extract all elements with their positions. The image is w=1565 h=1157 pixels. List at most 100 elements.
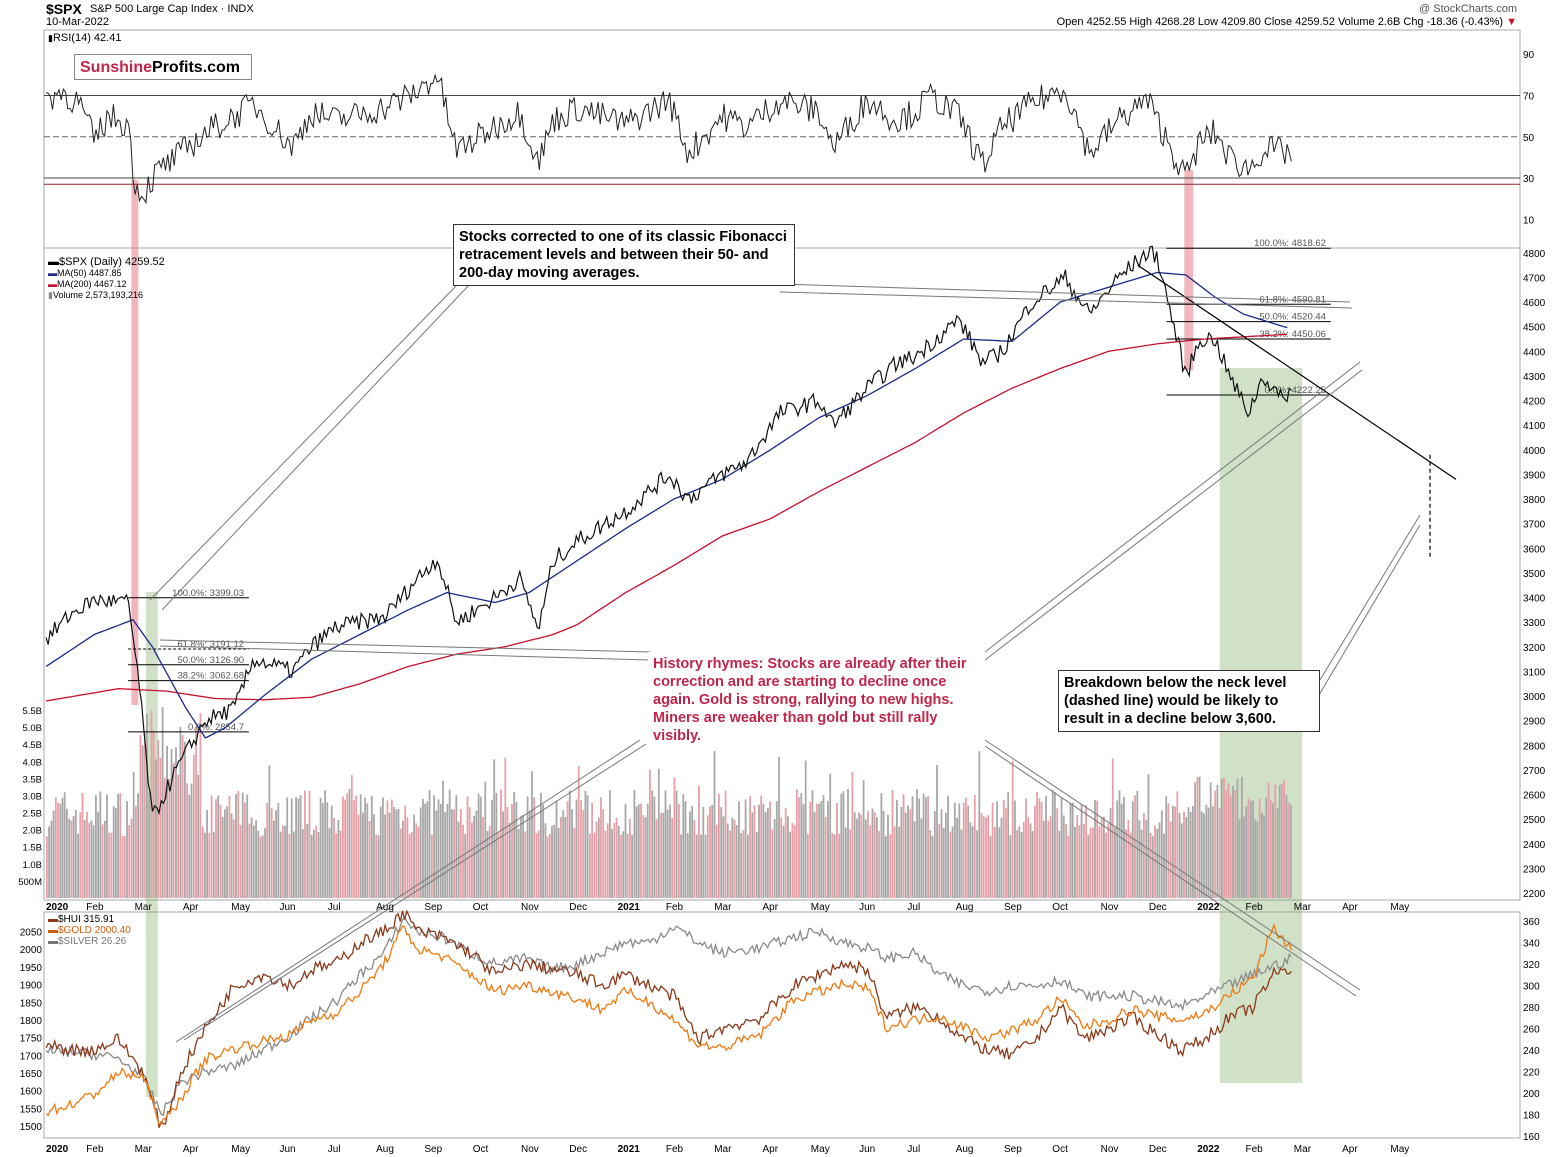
volume-bar [593,832,596,898]
volume-bar [778,756,780,898]
volume-bar [771,829,774,898]
volume-bar [464,834,467,898]
volume-bar [204,832,206,898]
volume-bar [760,795,763,898]
volume-bar [357,814,360,898]
volume-bar [747,834,749,898]
volume-bar [1236,779,1239,898]
volume-bar [1140,829,1143,898]
volume-bar [671,818,674,898]
volume-bar [620,835,622,898]
fib-2020-label: 61.8%: 3191.12 [177,639,244,650]
hui-legend-swatch: ▬ [48,914,58,925]
volume-bar [321,803,324,898]
volume-bar [871,808,874,898]
x-tick-label: Jul [907,902,920,913]
chart-date: 10-Mar-2022 [46,16,109,28]
volume-bar [702,807,705,898]
volume-bar [733,819,736,898]
volume-bar [982,815,985,898]
volume-bar [1283,780,1285,898]
volume-tick-label: 1.5B [22,843,42,854]
volume-bar [755,831,758,898]
gold-tick-label: 1900 [20,981,43,992]
volume-bar [404,805,407,898]
volume-bar [560,817,562,898]
volume-bar [101,824,104,898]
hui-legend-text: $HUI 315.91 [58,914,115,925]
volume-tick-label: 4.5B [22,740,42,751]
volume-bar [508,822,511,898]
volume-bar [92,825,95,898]
fib-2020-label: 0.0%: 2854.7 [188,722,244,733]
volume-bar [1263,815,1265,898]
volume-bar [86,811,88,898]
gold-tick-label: 2050 [20,928,43,939]
volume-bar [1147,774,1150,898]
volume-bar [568,790,571,898]
volume-bar [626,833,629,898]
volume-bar [286,797,289,898]
rsi-panel [43,29,1521,249]
volume-bar [57,802,59,898]
volume-bar [889,834,892,898]
volume-bar [624,803,627,898]
volume-bar [847,789,849,898]
volume-bar [987,815,990,898]
volume-bar [1165,796,1168,898]
gold-tick-label: 1500 [20,1122,43,1133]
x-tick-label: Mar [135,902,153,913]
volume-bar [141,745,144,898]
volume-bar [548,833,551,898]
price-tick-label: 4200 [1523,397,1546,408]
volume-bar [135,806,137,898]
volume-bar [491,800,493,898]
volume-bar [720,807,723,898]
volume-bar [829,773,832,898]
volume-bar [70,820,73,898]
volume-bar [1129,832,1132,898]
volume-bar [1100,817,1103,898]
volume-bar [110,832,113,898]
volume-bar [582,810,585,898]
volume-bar [184,742,186,898]
volume-bar [1189,812,1192,898]
volume-bar [1149,832,1152,898]
volume-bar [1203,813,1205,898]
x-tick-label: Mar [714,902,732,913]
volume-bar [1120,803,1123,898]
volume-bar [1185,817,1188,898]
volume-bar [1249,801,1252,898]
volume-bar [275,810,277,898]
volume-bar [277,802,280,898]
callout-line [984,361,1361,653]
volume-bar [998,827,1001,898]
volume-bar [168,778,171,898]
hui-tick-label: 160 [1523,1132,1540,1143]
silver-legend-text: $SILVER 26.26 [58,936,127,947]
volume-bar [553,824,556,898]
volume-bar [244,802,246,898]
volume-bar [898,826,901,898]
price-tick-label: 2600 [1523,791,1546,802]
x-tick-label-bottom: May [1390,1144,1409,1155]
volume-bar [782,825,785,898]
volume-bar [1031,831,1034,898]
volume-bar [1089,828,1092,898]
volume-bar [448,789,451,898]
volume-bar [54,797,57,898]
volume-bar [170,749,173,898]
volume-bar [1169,821,1172,898]
volume-bar [1207,807,1210,898]
volume-bar [506,807,509,898]
volume-bar [793,825,796,898]
volume-bar [428,790,431,898]
x-tick-label-bottom: Nov [521,1144,539,1155]
volume-bar [678,804,680,898]
volume-bar [293,831,295,898]
x-tick-label-bottom: 2022 [1197,1144,1220,1155]
volume-bar [907,805,909,898]
volume-bar [833,834,836,898]
x-tick-label: Jul [328,902,341,913]
volume-bar [704,834,707,898]
